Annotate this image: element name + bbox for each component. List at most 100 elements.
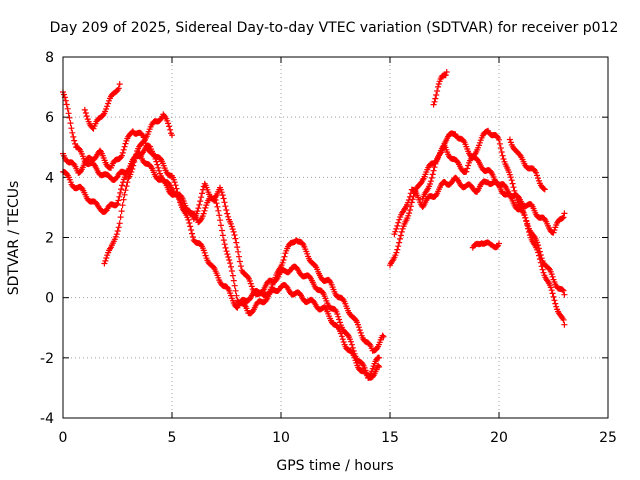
data-point — [550, 293, 557, 300]
data-point — [507, 174, 514, 181]
data-point — [195, 205, 202, 212]
data-point — [116, 220, 123, 227]
data-point — [70, 133, 77, 140]
data-point — [406, 210, 413, 217]
data-point — [499, 152, 506, 159]
data-point — [339, 336, 346, 343]
data-point — [133, 151, 140, 158]
data-point — [392, 228, 399, 235]
data-point — [406, 193, 413, 200]
data-point — [201, 249, 208, 256]
data-point — [185, 216, 192, 223]
data-point — [230, 228, 237, 235]
data-point — [397, 235, 403, 242]
data-point — [228, 292, 234, 299]
data-series-track-i — [430, 69, 450, 108]
data-point — [560, 316, 567, 323]
data-point — [224, 251, 231, 258]
data-point — [248, 283, 255, 290]
data-point — [247, 280, 254, 287]
data-point — [71, 137, 78, 144]
x-tick-label: 10 — [272, 430, 290, 446]
data-point — [115, 197, 122, 204]
data-point — [398, 228, 405, 235]
data-point — [304, 250, 311, 257]
data-point — [509, 180, 516, 187]
data-point — [231, 282, 238, 289]
data-point — [434, 88, 441, 94]
y-tick-label: -4 — [40, 411, 54, 427]
data-point — [121, 191, 128, 198]
data-point — [113, 201, 120, 208]
data-point — [118, 152, 125, 159]
data-point — [428, 174, 435, 181]
grid — [63, 57, 608, 418]
data-point — [435, 83, 441, 90]
data-point — [522, 214, 529, 221]
data-point — [187, 223, 194, 230]
data-point — [67, 120, 74, 127]
data-point — [496, 140, 503, 147]
y-tick-labels: -4 -2 0 2 4 6 8 — [40, 50, 54, 427]
data-point — [115, 224, 122, 231]
data-point — [131, 158, 138, 165]
data-point — [431, 98, 438, 105]
data-point — [188, 227, 195, 233]
data-point — [128, 169, 135, 175]
data-point — [117, 189, 124, 196]
data-point — [534, 172, 540, 179]
y-tick-label: 8 — [45, 50, 54, 66]
data-point — [410, 193, 417, 200]
data-point — [218, 222, 224, 229]
data-point — [228, 263, 234, 270]
data-point — [216, 212, 223, 219]
data-point — [219, 232, 226, 239]
data-point — [119, 149, 126, 156]
data-point — [69, 129, 76, 136]
y-axis-label: SDTVAR / TECUs — [6, 181, 22, 296]
data-point — [165, 120, 172, 127]
data-point — [463, 168, 470, 175]
data-point — [220, 195, 227, 202]
data-point — [112, 233, 119, 240]
data-point — [123, 183, 130, 190]
data-point — [394, 246, 401, 253]
data-point — [337, 319, 343, 326]
data-point — [508, 177, 515, 184]
y-tick-label: 0 — [45, 291, 54, 307]
data-point — [224, 210, 231, 217]
data-point — [443, 69, 450, 75]
data-point — [430, 101, 437, 108]
data-point — [356, 327, 363, 334]
data-point — [221, 199, 228, 206]
data-point — [120, 146, 127, 153]
data-point — [335, 313, 342, 320]
data-point — [236, 253, 242, 260]
x-tick-label: 15 — [381, 430, 399, 446]
data-point — [232, 287, 239, 294]
data-point — [172, 182, 179, 189]
data-point — [104, 103, 111, 110]
data-point — [60, 91, 67, 98]
data-point — [357, 329, 364, 336]
data-point — [281, 253, 288, 260]
data-point — [102, 257, 109, 264]
data-point — [405, 212, 412, 219]
data-point — [122, 187, 129, 194]
data-point — [393, 225, 400, 232]
data-point — [186, 220, 193, 226]
x-axis-label: GPS time / hours — [276, 458, 393, 474]
data-point — [103, 106, 110, 112]
data-point — [538, 255, 545, 262]
chart-title: Day 209 of 2025, Sidereal Day-to-day VTE… — [50, 20, 619, 36]
data-point — [189, 234, 196, 240]
data-point — [537, 252, 544, 258]
data-point — [81, 106, 88, 113]
data-point — [130, 162, 137, 169]
data-point — [122, 140, 129, 147]
data-point — [232, 235, 239, 242]
data-point — [76, 145, 82, 152]
data-point — [561, 210, 568, 217]
data-point — [213, 200, 220, 207]
data-series-track-f — [387, 127, 568, 328]
